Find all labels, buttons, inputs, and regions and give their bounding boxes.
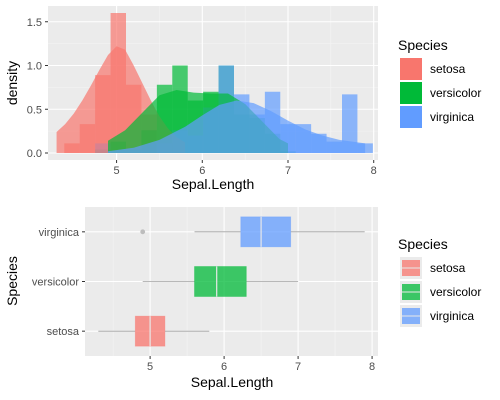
y-tick-label: virginica (39, 227, 80, 239)
x-tick-label: 8 (371, 165, 377, 177)
boxplots (98, 216, 365, 347)
x-tick-label: 5 (114, 165, 120, 177)
y-axis-ticks-bottom: setosa versicolor virginica (32, 227, 85, 338)
y-axis-title-top: density (4, 61, 20, 105)
legend-label-setosa: setosa (430, 62, 466, 76)
density-histogram-chart: 5 6 7 8 0.0 0.5 1.0 1.5 Sepal.Length density (4, 6, 378, 192)
y-tick-label: 1.0 (27, 61, 42, 73)
legend-swatch-setosa (400, 58, 422, 80)
x-tick-label: 5 (147, 361, 153, 373)
x-tick-label: 8 (369, 361, 375, 373)
legend-label-virginica: virginica (430, 110, 474, 124)
x-axis-title-top: Sepal.Length (172, 176, 255, 192)
y-tick-label: 1.5 (27, 17, 42, 29)
boxplot-chart: 5 6 7 8 setosa versicolor virginica Sepal.Len… (4, 207, 378, 390)
x-tick-label: 7 (295, 361, 301, 373)
y-tick-label: 0.5 (27, 104, 42, 116)
x-axis-ticks-top: 5 6 7 8 (114, 160, 377, 177)
histogram-bar-virginica (342, 94, 358, 153)
x-tick-label: 6 (199, 165, 205, 177)
density-curves (56, 46, 366, 153)
x-tick-label: 6 (221, 361, 227, 373)
legend-label-versicolor: versicolor (430, 86, 481, 100)
legend-top: Species setosa versicolor virginica (398, 37, 481, 128)
y-axis-title-bottom: Species (4, 256, 20, 306)
legend-title-bottom: Species (398, 236, 448, 252)
y-tick-label: versicolor (32, 277, 79, 289)
density-area-virginica (108, 100, 366, 153)
x-tick-label: 7 (285, 165, 291, 177)
legend-label-virginica: virginica (430, 309, 474, 323)
legend-label-setosa: setosa (430, 261, 466, 275)
outlier-point-virginica (140, 229, 146, 235)
y-axis-ticks-top: 0.0 0.5 1.0 1.5 (27, 17, 48, 160)
legend-swatch-versicolor (400, 82, 422, 104)
y-tick-label: 0.0 (27, 148, 42, 160)
legend-title-top: Species (398, 37, 448, 53)
box-versicolor (194, 266, 247, 297)
x-axis-title-bottom: Sepal.Length (191, 374, 274, 390)
box-virginica (240, 216, 292, 248)
y-tick-label: setosa (47, 326, 80, 338)
legend-bottom: Species setosa versicolor virginica (398, 236, 481, 327)
legend-swatch-virginica (400, 106, 422, 128)
legend-label-versicolor: versicolor (430, 285, 481, 299)
x-axis-ticks-bottom: 5 6 7 8 (147, 356, 375, 373)
